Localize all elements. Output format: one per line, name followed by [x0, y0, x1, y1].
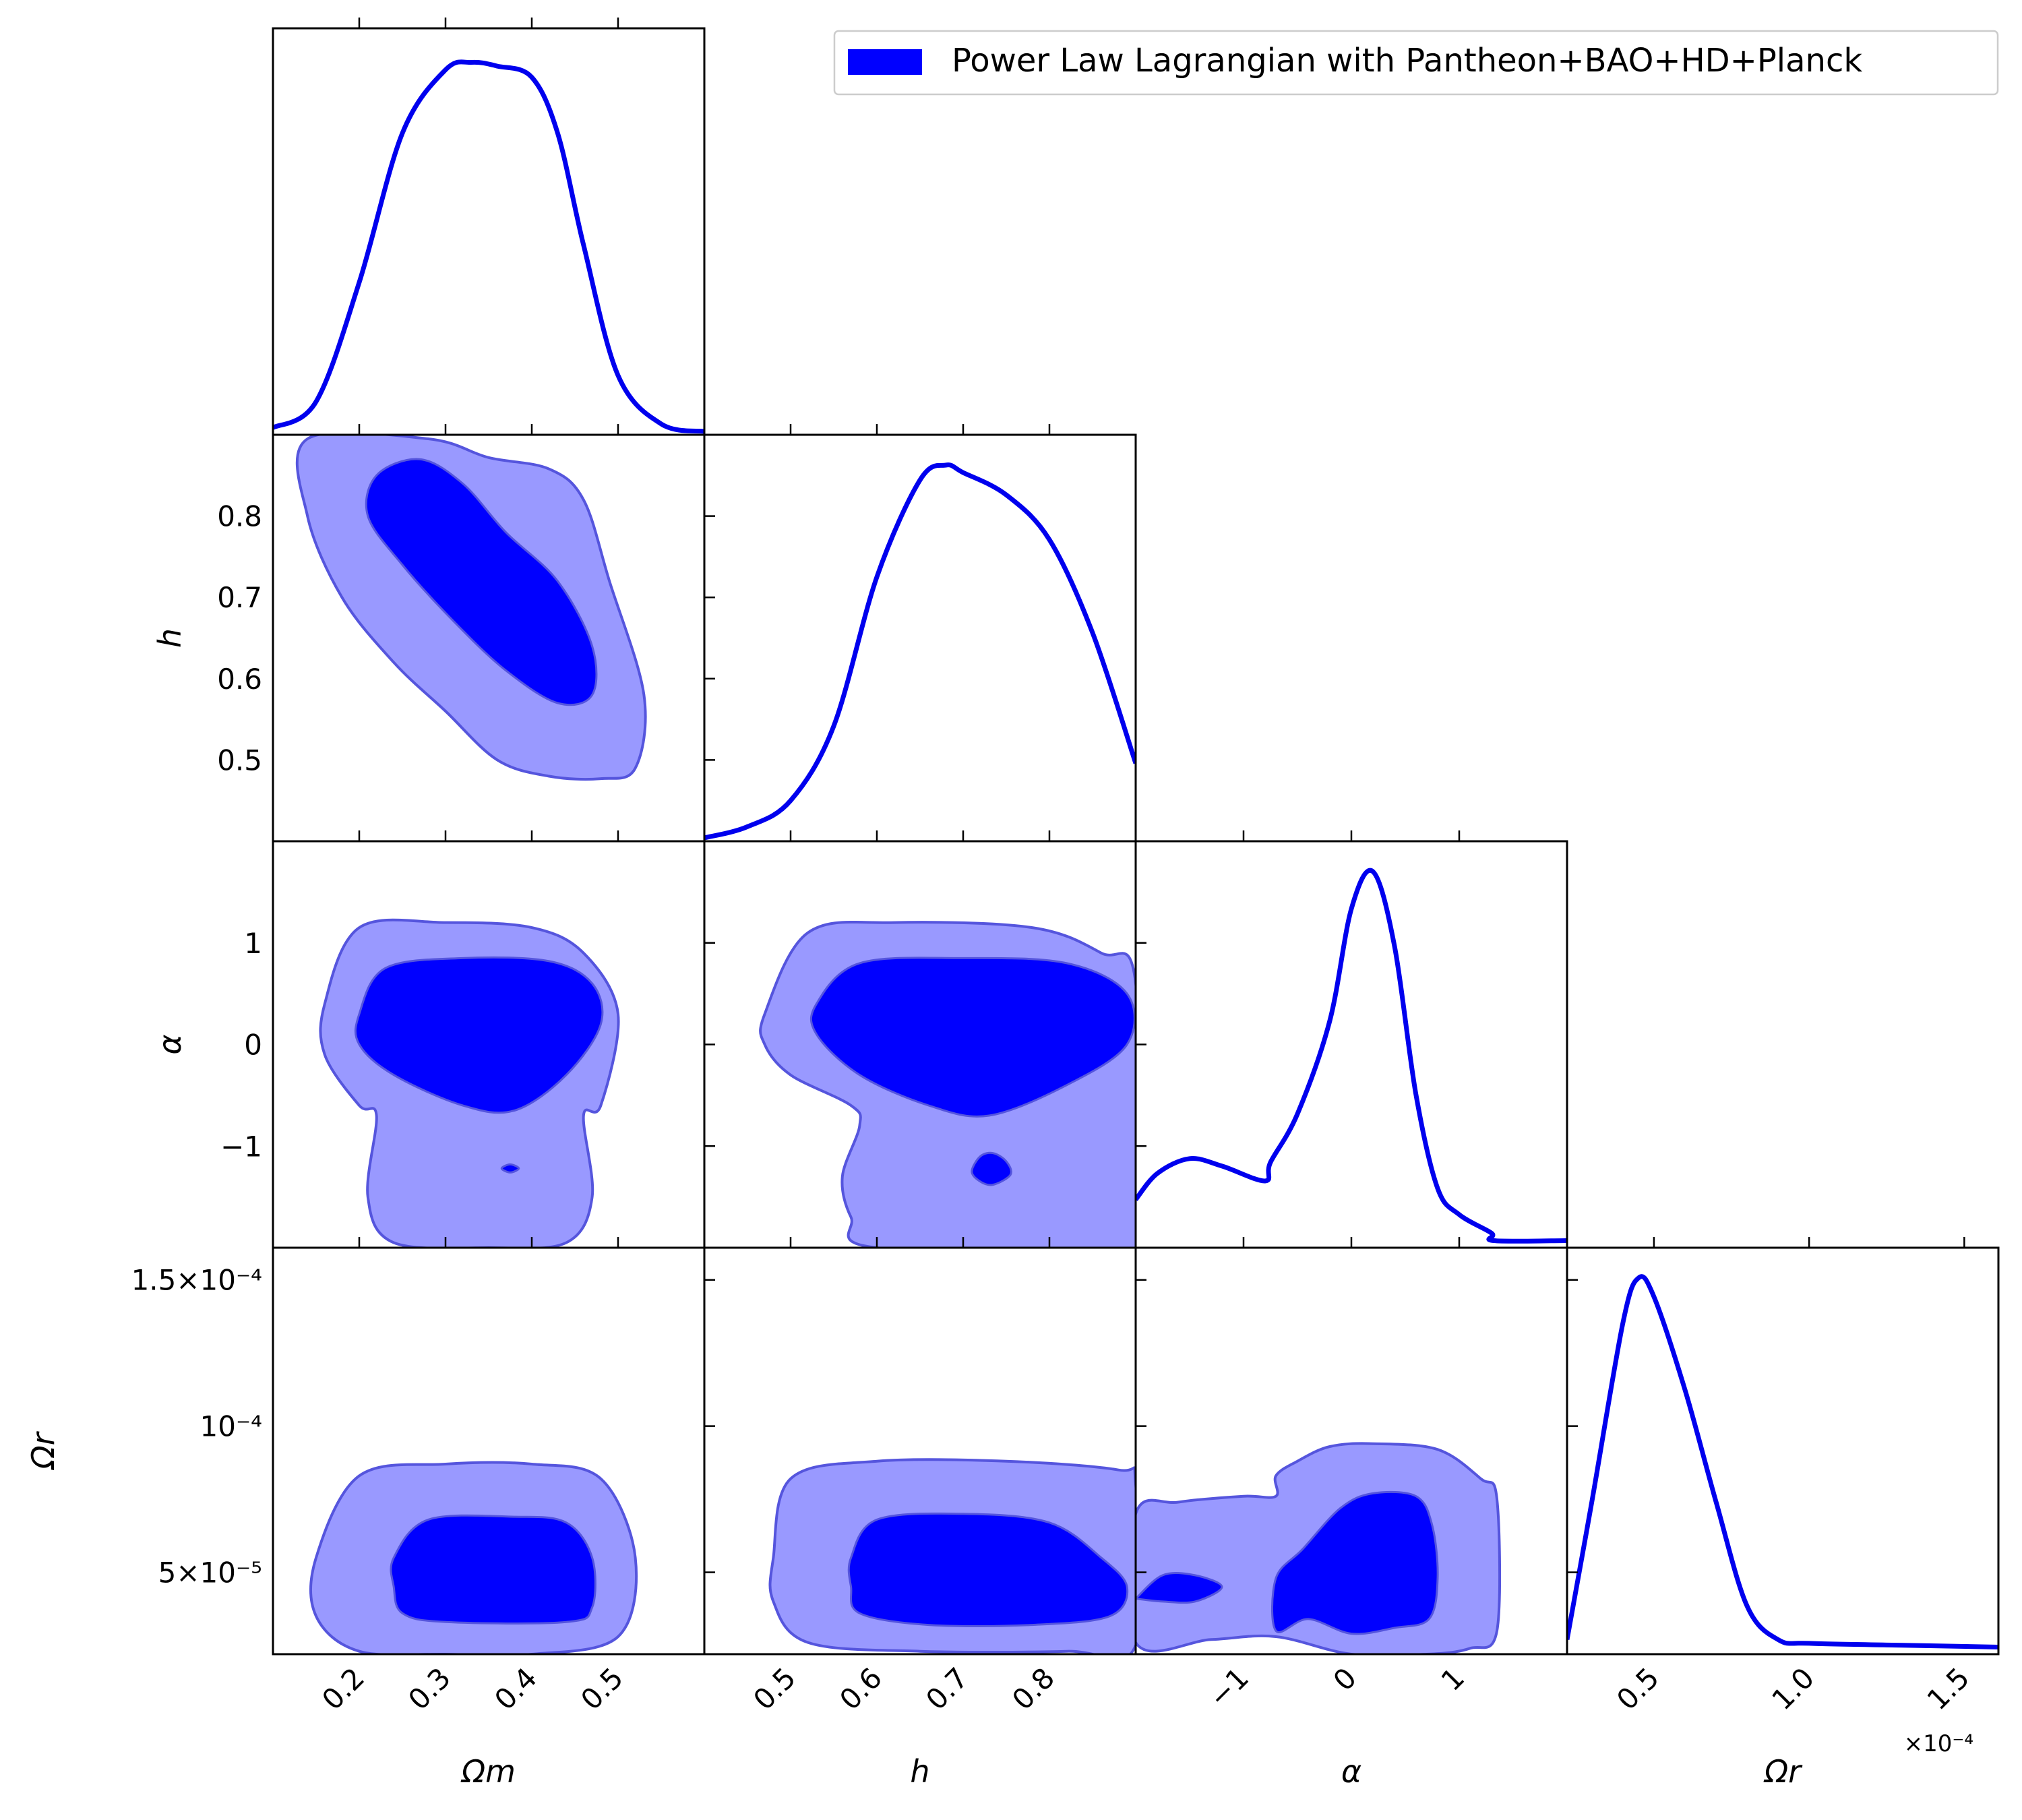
bottom-tick-label-Or-1: 1.0 — [1765, 1661, 1820, 1716]
x-axis-title-h: h — [910, 1753, 929, 1790]
left-tick-label-h-3: 0.8 — [217, 500, 262, 533]
left-tick-label-h-1: 0.6 — [217, 663, 262, 696]
bottom-tick-label-Om-2: 0.4 — [488, 1661, 543, 1716]
left-tick-label-alpha-1: 0 — [244, 1029, 262, 1062]
left-tick-label-alpha-0: −1 — [220, 1130, 262, 1163]
contour-panel-h-alpha — [759, 920, 1136, 1248]
contour-panel-Om-Or — [309, 1461, 638, 1654]
y-axis-title-h: h — [152, 628, 188, 648]
bottom-tick-label-Om-1: 0.3 — [402, 1661, 457, 1716]
legend-frame — [833, 30, 1999, 96]
x-axis-title-alpha: α — [1341, 1753, 1361, 1790]
marginal-curve-alpha — [1136, 868, 1567, 1244]
bottom-tick-label-Or-0: 0.5 — [1610, 1661, 1665, 1716]
marginal-curve-Or — [1567, 1274, 1998, 1649]
legend: Power Law Lagrangian with Pantheon+BAO+H… — [833, 30, 1999, 96]
left-tick-label-Or-2: 1.5×10⁻⁴ — [131, 1264, 262, 1297]
left-tick-label-h-0: 0.5 — [217, 744, 262, 777]
legend-label: Power Law Lagrangian with Pantheon+BAO+H… — [952, 42, 1862, 80]
y-axis-title-alpha: α — [152, 1034, 188, 1054]
bottom-tick-label-h-0: 0.5 — [747, 1661, 802, 1716]
marginal-panel-h — [704, 462, 1136, 841]
contour-68-Om-h-0 — [365, 458, 598, 706]
x-axis-title-Or: Ωr — [1763, 1753, 1803, 1790]
y-axis-title-Or: Ωr — [25, 1430, 61, 1470]
contour-68-Om-Or-0 — [390, 1514, 596, 1625]
marginal-curve-h — [704, 462, 1136, 841]
contour-panel-Om-h — [295, 435, 647, 781]
bottom-tick-label-h-2: 0.7 — [919, 1661, 975, 1716]
contour-68-h-alpha-1 — [971, 1151, 1012, 1186]
marginal-panel-alpha — [1136, 868, 1567, 1244]
left-tick-label-Or-0: 5×10⁻⁵ — [158, 1556, 262, 1589]
panel-frame-0-0 — [272, 27, 706, 436]
bottom-tick-label-h-3: 0.8 — [1006, 1661, 1061, 1716]
left-tick-label-Or-1: 10⁻⁴ — [200, 1410, 262, 1443]
bottom-tick-label-Om-3: 0.5 — [574, 1661, 630, 1716]
bottom-tick-label-Or-2: 1.5 — [1921, 1661, 1976, 1716]
contour-panel-Om-alpha — [319, 918, 620, 1248]
marginal-curve-Om — [273, 59, 704, 434]
marginal-panel-Or — [1567, 1274, 1998, 1649]
bottom-tick-label-Om-0: 0.2 — [315, 1661, 371, 1716]
bottom-tick-label-alpha-0: −1 — [1202, 1661, 1255, 1713]
panel-frame-3-3 — [1566, 1246, 2000, 1656]
contour-68-h-alpha-0 — [809, 957, 1136, 1118]
bottom-tick-label-alpha-1: 0 — [1327, 1661, 1364, 1697]
legend-swatch — [848, 49, 922, 75]
contour-68-Om-alpha-1 — [500, 1163, 520, 1174]
contour-68-h-Or-0 — [847, 1512, 1129, 1628]
contour-68-Om-alpha-0 — [354, 956, 604, 1114]
left-tick-label-h-2: 0.7 — [217, 581, 262, 614]
contour-panel-alpha-Or — [1136, 1442, 1502, 1654]
bottom-tick-label-h-1: 0.6 — [833, 1661, 888, 1716]
left-tick-label-alpha-2: 1 — [244, 927, 262, 960]
offset-label: ×10⁻⁴ — [1904, 1730, 1973, 1757]
contour-68-alpha-Or-1 — [1136, 1572, 1223, 1604]
marginal-panel-Om — [273, 59, 704, 434]
contour-panel-h-Or — [768, 1458, 1136, 1654]
contour-68-alpha-Or-0 — [1270, 1490, 1439, 1635]
panel-frame-1-1 — [703, 433, 1137, 843]
bottom-tick-label-alpha-2: 1 — [1435, 1661, 1471, 1697]
panels-layer: 0.2 0.3 0.4 0.5 Ωm 0.5 0.6 0.7 0.8 h −1 0 1 α 0.5 1.0 1.… — [25, 18, 2000, 1790]
x-axis-title-Om: Ωm — [460, 1753, 516, 1790]
